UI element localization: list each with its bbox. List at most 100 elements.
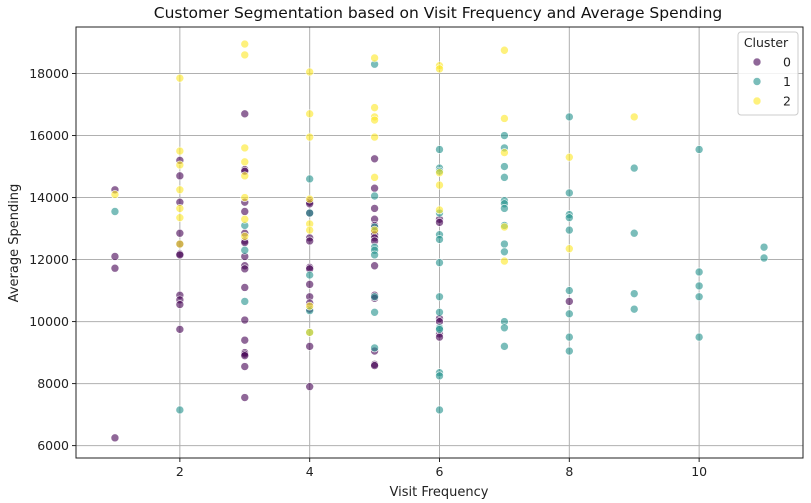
cluster-2-point bbox=[175, 239, 185, 249]
cluster-1-point bbox=[694, 145, 704, 154]
y-tick-label: 10000 bbox=[29, 314, 69, 329]
cluster-1-point bbox=[305, 208, 314, 218]
cluster-1-point bbox=[629, 289, 639, 298]
cluster-1-point bbox=[370, 343, 379, 353]
cluster-2-point bbox=[175, 160, 185, 170]
cluster-2-point bbox=[500, 45, 509, 55]
cluster-1-point bbox=[240, 297, 250, 306]
cluster-0-point bbox=[435, 332, 444, 342]
cluster-2-point bbox=[500, 256, 509, 266]
cluster-1-point bbox=[694, 267, 704, 277]
cluster-1-point bbox=[435, 258, 444, 267]
cluster-2-point bbox=[305, 301, 314, 311]
cluster-0-point bbox=[110, 252, 120, 261]
cluster-2-point bbox=[305, 109, 314, 119]
legend-marker-cluster-0 bbox=[752, 57, 762, 67]
cluster-2-point bbox=[435, 180, 444, 190]
y-tick-label: 18000 bbox=[29, 66, 69, 81]
cluster-2-point bbox=[305, 225, 314, 235]
cluster-1-point bbox=[629, 228, 639, 238]
cluster-0-point bbox=[370, 361, 379, 370]
cluster-2-point bbox=[175, 146, 185, 156]
y-axis-label: Average Spending bbox=[7, 184, 22, 303]
cluster-1-point bbox=[565, 225, 574, 235]
cluster-1-point bbox=[370, 250, 379, 260]
cluster-2-point bbox=[305, 67, 314, 77]
cluster-0-point bbox=[175, 228, 185, 238]
cluster-2-point bbox=[240, 193, 250, 202]
cluster-1-point bbox=[694, 332, 704, 342]
cluster-2-point bbox=[370, 132, 379, 142]
cluster-1-point bbox=[565, 188, 574, 198]
cluster-2-point bbox=[240, 39, 250, 49]
cluster-0-point bbox=[370, 154, 379, 164]
cluster-1-point bbox=[435, 235, 444, 244]
cluster-2-point bbox=[240, 157, 250, 167]
cluster-0-point bbox=[240, 109, 250, 119]
y-tick-label: 8000 bbox=[37, 376, 69, 391]
cluster-0-point bbox=[240, 362, 250, 371]
cluster-1-point bbox=[110, 207, 120, 216]
cluster-0-point bbox=[305, 382, 314, 391]
cluster-0-point bbox=[110, 263, 120, 273]
cluster-2-point bbox=[175, 204, 185, 213]
cluster-1-point bbox=[500, 323, 509, 333]
cluster-1-point bbox=[565, 309, 574, 319]
cluster-2-point bbox=[240, 171, 250, 181]
x-tick-label: 2 bbox=[176, 464, 184, 479]
cluster-0-point bbox=[175, 250, 185, 260]
cluster-1-point bbox=[370, 292, 379, 302]
cluster-2-point bbox=[370, 115, 379, 125]
cluster-0-point bbox=[175, 325, 185, 334]
cluster-2-point bbox=[305, 328, 314, 337]
cluster-2-point bbox=[435, 64, 444, 74]
cluster-1-point bbox=[435, 307, 444, 317]
x-tick-label: 4 bbox=[306, 464, 314, 479]
cluster-0-point bbox=[240, 207, 250, 216]
cluster-0-point bbox=[305, 342, 314, 351]
legend-title: Cluster bbox=[744, 35, 789, 50]
cluster-1-point bbox=[694, 292, 704, 302]
cluster-2-point bbox=[175, 185, 185, 195]
cluster-0-point bbox=[110, 433, 120, 443]
cluster-1-point bbox=[435, 145, 444, 154]
cluster-1-point bbox=[565, 332, 574, 342]
cluster-2-point bbox=[435, 168, 444, 178]
cluster-0-point bbox=[370, 183, 379, 193]
cluster-0-point bbox=[240, 315, 250, 325]
cluster-2-point bbox=[370, 173, 379, 182]
cluster-1-point bbox=[500, 173, 509, 182]
cluster-1-point bbox=[240, 245, 250, 255]
cluster-0-point bbox=[175, 300, 185, 309]
cluster-1-point bbox=[500, 162, 509, 171]
cluster-1-point bbox=[435, 371, 444, 381]
cluster-2-point bbox=[175, 213, 185, 222]
cluster-1-point bbox=[500, 131, 509, 140]
x-tick-label: 10 bbox=[691, 464, 707, 479]
cluster-1-point bbox=[565, 286, 574, 295]
cluster-1-point bbox=[629, 304, 639, 314]
cluster-1-point bbox=[500, 247, 509, 257]
legend-box bbox=[737, 31, 799, 116]
cluster-2-point bbox=[175, 73, 185, 83]
legend-marker-cluster-1 bbox=[752, 77, 762, 86]
cluster-0-point bbox=[240, 264, 250, 274]
cluster-2-point bbox=[370, 53, 379, 63]
cluster-1-point bbox=[435, 325, 444, 334]
cluster-0-point bbox=[565, 297, 574, 306]
cluster-2-point bbox=[370, 103, 379, 112]
cluster-1-point bbox=[759, 242, 769, 252]
legend-label-cluster-1: 1 bbox=[783, 74, 791, 89]
y-tick-label: 14000 bbox=[29, 190, 69, 205]
cluster-0-point bbox=[305, 236, 314, 246]
cluster-0-point bbox=[240, 335, 250, 345]
cluster-1-point bbox=[435, 292, 444, 302]
y-axis-ticks: 6000 8000 10000 12000 14000 16000 18000 bbox=[29, 66, 76, 453]
cluster-1-point bbox=[305, 174, 314, 184]
cluster-2-point bbox=[240, 214, 250, 224]
cluster-1-point bbox=[759, 253, 769, 263]
legend-label-cluster-2: 2 bbox=[783, 94, 791, 109]
x-tick-label: 6 bbox=[436, 464, 444, 479]
cluster-1-point bbox=[370, 307, 379, 317]
cluster-2-point bbox=[565, 152, 574, 162]
